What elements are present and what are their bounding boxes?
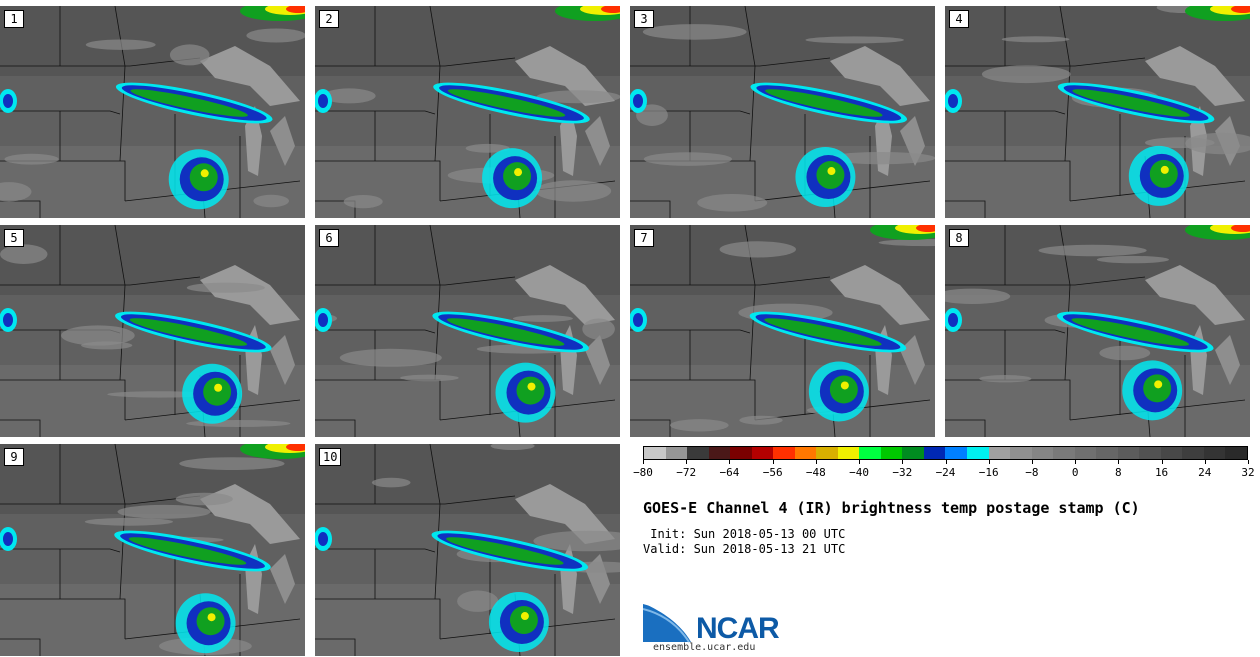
ir-satellite-map <box>630 225 935 437</box>
panel-label: 1 <box>4 10 24 28</box>
colorbar-swatch <box>1225 447 1247 459</box>
panel-label: 6 <box>319 229 339 247</box>
postage-stamp-panel: 5 <box>0 225 305 437</box>
colorbar-swatch <box>687 447 709 459</box>
postage-stamp-panel: 4 <box>945 6 1250 218</box>
ir-satellite-map <box>945 6 1250 218</box>
tick-label: −8 <box>1025 466 1039 479</box>
colorbar-swatch <box>945 447 967 459</box>
colorbar-swatch <box>1117 447 1140 459</box>
tick-mark <box>1161 460 1163 464</box>
tick-label: −56 <box>762 466 783 479</box>
colorbar-swatch <box>1139 447 1161 459</box>
colorbar-swatch <box>665 447 688 459</box>
tick-mark <box>945 460 947 464</box>
postage-stamp-panel: 6 <box>315 225 620 437</box>
tick-label: −24 <box>935 466 956 479</box>
postage-stamp-panel: 2 <box>315 6 620 218</box>
colorbar-swatch <box>708 447 731 459</box>
colorbar-swatch <box>837 447 860 459</box>
tick-mark <box>1204 460 1206 464</box>
ir-satellite-map <box>0 225 305 437</box>
tick-label: −80 <box>633 466 653 479</box>
tick-label: −64 <box>719 466 740 479</box>
colorbar-swatch <box>859 447 881 459</box>
tick-mark <box>1031 460 1033 464</box>
panel-label: 3 <box>634 10 654 28</box>
tick-label: 8 <box>1115 466 1122 479</box>
ir-satellite-map <box>315 6 620 218</box>
ncar-logo-icon <box>643 602 694 643</box>
postage-stamp-panel: 8 <box>945 225 1250 437</box>
colorbar-swatch <box>1096 447 1118 459</box>
colorbar-swatch <box>1053 447 1075 459</box>
panel-label: 2 <box>319 10 339 28</box>
ir-satellite-map <box>0 6 305 218</box>
panel-label: 8 <box>949 229 969 247</box>
tick-label: 32 <box>1241 466 1255 479</box>
colorbar <box>643 446 1248 460</box>
tick-label: 24 <box>1198 466 1212 479</box>
colorbar-swatch <box>751 447 774 459</box>
colorbar-swatch <box>1203 447 1226 459</box>
tick-mark <box>988 460 990 464</box>
tick-mark <box>902 460 904 464</box>
colorbar-swatch <box>730 447 752 459</box>
ir-satellite-map <box>945 225 1250 437</box>
colorbar-swatch <box>923 447 946 459</box>
site-url: ensemble.ucar.edu <box>653 642 756 653</box>
tick-mark <box>859 460 861 464</box>
colorbar-swatch <box>644 447 666 459</box>
tick-mark <box>729 460 731 464</box>
tick-mark <box>1248 460 1249 464</box>
figure-title: GOES-E Channel 4 (IR) brightness temp po… <box>643 499 1140 517</box>
tick-label: −16 <box>978 466 999 479</box>
panel-label: 7 <box>634 229 654 247</box>
panel-label: 4 <box>949 10 969 28</box>
init-time: Init: Sun 2018-05-13 00 UTC <box>643 527 846 541</box>
ir-satellite-map <box>0 444 305 656</box>
postage-stamp-panel: 10 <box>315 444 620 656</box>
ncar-logo-text: NCAR <box>696 612 780 645</box>
tick-mark <box>1075 460 1077 464</box>
colorbar-swatch <box>966 447 989 459</box>
colorbar-swatch <box>1074 447 1097 459</box>
colorbar-swatch <box>988 447 1011 459</box>
tick-mark <box>772 460 774 464</box>
ir-satellite-map <box>630 6 935 218</box>
postage-stamp-panel: 9 <box>0 444 305 656</box>
tick-mark <box>815 460 817 464</box>
tick-label: −48 <box>805 466 826 479</box>
tick-label: −40 <box>849 466 869 479</box>
postage-stamp-panel: 3 <box>630 6 935 218</box>
postage-stamp-panel: 7 <box>630 225 935 437</box>
tick-mark <box>686 460 688 464</box>
panel-label: 9 <box>4 448 24 466</box>
valid-time: Valid: Sun 2018-05-13 21 UTC <box>643 542 846 556</box>
colorbar-swatch <box>816 447 838 459</box>
tick-label: 16 <box>1154 466 1169 479</box>
ir-satellite-map <box>315 444 620 656</box>
panel-label: 10 <box>319 448 342 466</box>
colorbar-swatch <box>1010 447 1032 459</box>
tick-label: −72 <box>676 466 697 479</box>
colorbar-swatch <box>1160 447 1183 459</box>
tick-label: 0 <box>1071 466 1079 479</box>
colorbar-swatch <box>1182 447 1204 459</box>
colorbar-swatch <box>794 447 817 459</box>
colorbar-swatch <box>1031 447 1054 459</box>
colorbar-swatch <box>773 447 795 459</box>
panel-label: 5 <box>4 229 24 247</box>
postage-stamp-panel: 1 <box>0 6 305 218</box>
ir-satellite-map <box>315 225 620 437</box>
colorbar-swatch <box>902 447 924 459</box>
tick-label: −32 <box>892 466 913 479</box>
tick-mark <box>1118 460 1120 464</box>
colorbar-swatch <box>880 447 903 459</box>
tick-mark <box>643 460 644 464</box>
